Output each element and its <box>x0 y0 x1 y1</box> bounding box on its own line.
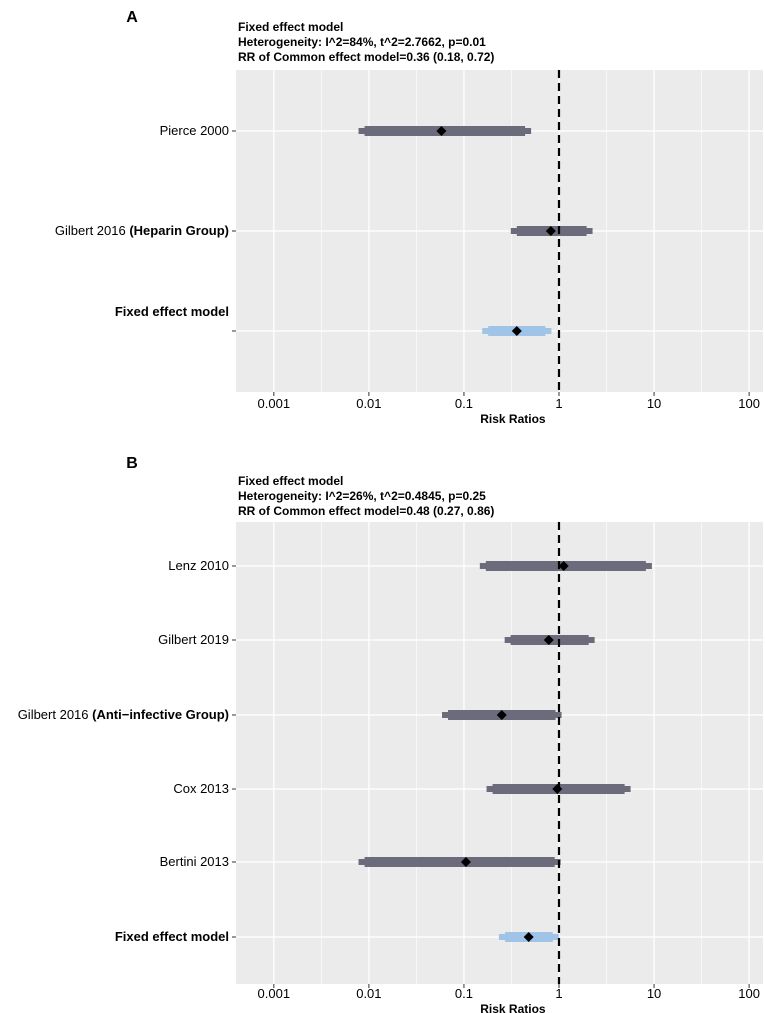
panel-b-estimate-marker <box>460 857 471 867</box>
panel-b-study-label: Bertini 2013 <box>160 854 229 869</box>
panel-a-estimate-marker <box>545 226 556 236</box>
panel-b-estimate-marker <box>558 561 569 571</box>
panel-a-header-line: Heterogeneity: I^2=84%, t^2=2.7662, p=0.… <box>238 35 486 49</box>
panel-a-x-tick-label: 1 <box>555 396 562 411</box>
panel-b-x-tick-label: 0.01 <box>356 986 381 1001</box>
panel-b-ci-bar <box>364 857 555 867</box>
panel-a-x-tick-label: 0.01 <box>356 396 381 411</box>
panel-b-x-tick-label: 10 <box>647 986 661 1001</box>
panel-b-estimate-marker <box>523 932 534 942</box>
panel-b-study-label-part: Bertini 2013 <box>160 854 229 869</box>
panel-b-study-label: Fixed effect model <box>115 929 229 944</box>
panel-a-study-label-part: Pierce 2000 <box>160 123 229 138</box>
panel-a-x-axis-title: Risk Ratios <box>480 412 546 426</box>
panel-a-study-label-part: Gilbert 2016 <box>55 223 129 238</box>
panel-a-estimate-marker <box>511 326 522 336</box>
panel-a-x-tick-label: 0.1 <box>455 396 473 411</box>
panel-b-study-label-part: Cox 2013 <box>173 781 229 796</box>
panel-b-study-label-part: Gilbert 2019 <box>158 632 229 647</box>
panel-a-header-line: Fixed effect model <box>238 20 343 34</box>
panel-a-x-tick-label: 10 <box>647 396 661 411</box>
panel-b-study-label: Lenz 2010 <box>168 558 229 573</box>
panel-b-x-tick-label: 100 <box>738 986 760 1001</box>
panel-a-header-line: RR of Common effect model=0.36 (0.18, 0.… <box>238 50 494 64</box>
panel-b-estimate-marker <box>496 710 507 720</box>
panel-a-study-label: Pierce 2000 <box>160 123 229 138</box>
panel-a-study-label-part: (Heparin Group) <box>129 223 229 238</box>
panel-b-plot-background <box>236 522 763 984</box>
panel-b-label: B <box>126 455 138 472</box>
panel-b-study-label-part: Lenz 2010 <box>168 558 229 573</box>
panel-b-x-tick-label: 1 <box>555 986 562 1001</box>
panel-b-study-label: Gilbert 2016 (Anti−infective Group) <box>18 707 229 722</box>
panel-b-x-axis-title: Risk Ratios <box>480 1002 546 1013</box>
panel-a-study-label: Gilbert 2016 (Heparin Group) <box>55 223 229 238</box>
panel-b-estimate-marker <box>543 635 554 645</box>
panel-b-header-line: Heterogeneity: I^2=26%, t^2=0.4845, p=0.… <box>238 489 486 503</box>
panel-a-estimate-marker <box>436 126 447 136</box>
panel-a-study-label-part: Fixed effect model <box>115 304 229 319</box>
panel-a-x-tick-label: 0.001 <box>258 396 291 411</box>
panel-a-label: A <box>126 9 138 26</box>
panel-b-header-line: RR of Common effect model=0.48 (0.27, 0.… <box>238 504 494 518</box>
panel-b-study-label: Gilbert 2019 <box>158 632 229 647</box>
panel-b-study-label-part: Gilbert 2016 <box>18 707 92 722</box>
panel-b-study-label-part: (Anti−infective Group) <box>92 707 229 722</box>
panel-b-study-label: Cox 2013 <box>173 781 229 796</box>
panel-a-study-label: Fixed effect model <box>115 304 229 319</box>
panel-b-header-line: Fixed effect model <box>238 474 343 488</box>
panel-a-x-tick-label: 100 <box>738 396 760 411</box>
panel-b-x-tick-label: 0.1 <box>455 986 473 1001</box>
panel-b-x-tick-label: 0.001 <box>258 986 291 1001</box>
panel-b-study-label-part: Fixed effect model <box>115 929 229 944</box>
